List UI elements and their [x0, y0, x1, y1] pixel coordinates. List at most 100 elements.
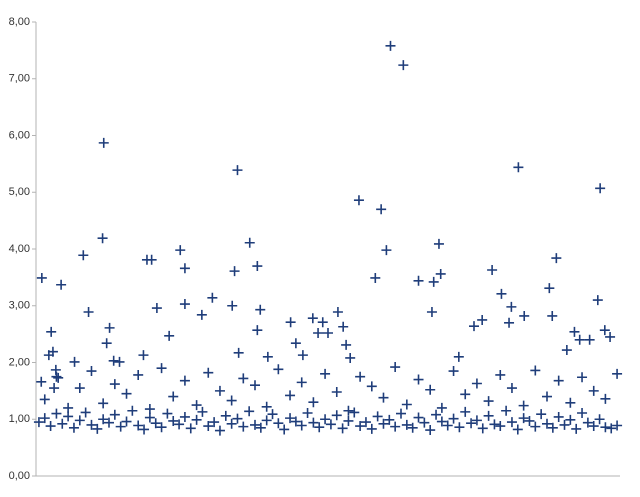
point — [381, 245, 392, 256]
point — [325, 419, 336, 430]
point — [553, 411, 564, 422]
point — [80, 407, 91, 418]
y-tick-label: 0,00 — [9, 470, 30, 482]
point — [426, 306, 437, 317]
point — [36, 272, 47, 283]
point — [600, 422, 611, 433]
point — [220, 410, 231, 421]
point — [197, 406, 208, 417]
point — [435, 268, 446, 279]
point — [78, 250, 89, 261]
point — [86, 419, 97, 430]
point — [448, 366, 459, 377]
point — [86, 366, 97, 377]
point — [179, 299, 190, 310]
point — [431, 409, 442, 420]
point — [390, 421, 401, 432]
point — [407, 422, 418, 433]
point — [162, 408, 173, 419]
point — [139, 424, 150, 435]
point — [536, 409, 547, 420]
point — [151, 303, 162, 314]
point — [297, 350, 308, 361]
point — [506, 383, 517, 394]
point — [255, 304, 266, 315]
point — [413, 275, 424, 286]
point — [378, 418, 389, 429]
point — [51, 371, 62, 382]
point — [302, 408, 313, 419]
point — [401, 399, 412, 410]
point — [104, 417, 114, 428]
point — [229, 266, 240, 277]
point — [594, 414, 605, 425]
point — [168, 415, 179, 426]
point — [551, 253, 562, 264]
point — [226, 418, 237, 429]
point — [250, 380, 260, 391]
point — [150, 418, 161, 429]
point — [561, 345, 572, 356]
y-tick-label: 5,00 — [9, 186, 30, 198]
point — [372, 411, 383, 422]
point — [108, 355, 119, 366]
point — [331, 387, 342, 398]
point — [595, 183, 606, 194]
point — [250, 419, 260, 430]
point — [53, 372, 64, 383]
point — [144, 404, 155, 415]
point — [121, 416, 132, 427]
point — [138, 350, 149, 361]
point — [46, 326, 57, 337]
point — [413, 374, 424, 385]
point — [98, 414, 109, 425]
point — [323, 327, 333, 338]
point — [175, 245, 186, 256]
point — [413, 412, 424, 423]
point — [33, 417, 44, 428]
point — [185, 423, 196, 434]
y-tick-label: 2,00 — [9, 356, 30, 368]
point — [612, 368, 623, 379]
point — [244, 406, 255, 417]
y-tick-label: 3,00 — [9, 300, 30, 312]
point — [571, 423, 582, 434]
point — [501, 405, 512, 416]
point — [133, 369, 144, 380]
point — [606, 423, 617, 434]
y-tick-label: 7,00 — [9, 73, 30, 85]
point — [296, 377, 307, 388]
point — [109, 409, 120, 420]
point — [308, 397, 319, 408]
point — [460, 389, 471, 400]
point — [156, 363, 167, 374]
point — [605, 331, 616, 342]
point — [425, 425, 436, 436]
point — [179, 375, 190, 386]
point — [273, 418, 284, 429]
point — [453, 351, 464, 362]
point — [51, 408, 62, 419]
point — [599, 325, 610, 336]
point — [355, 421, 366, 432]
point — [191, 414, 202, 425]
point — [233, 347, 244, 358]
point — [559, 419, 570, 430]
point — [582, 417, 593, 428]
point — [353, 195, 364, 206]
point — [232, 165, 243, 176]
point — [542, 418, 552, 429]
point — [343, 415, 354, 426]
point — [569, 326, 580, 337]
point — [252, 261, 263, 272]
point — [530, 365, 541, 376]
point — [495, 369, 506, 380]
point — [390, 362, 401, 373]
point — [506, 301, 517, 312]
point — [121, 388, 132, 399]
point — [36, 376, 47, 387]
point — [471, 415, 482, 426]
point — [127, 405, 138, 416]
point — [196, 309, 207, 320]
